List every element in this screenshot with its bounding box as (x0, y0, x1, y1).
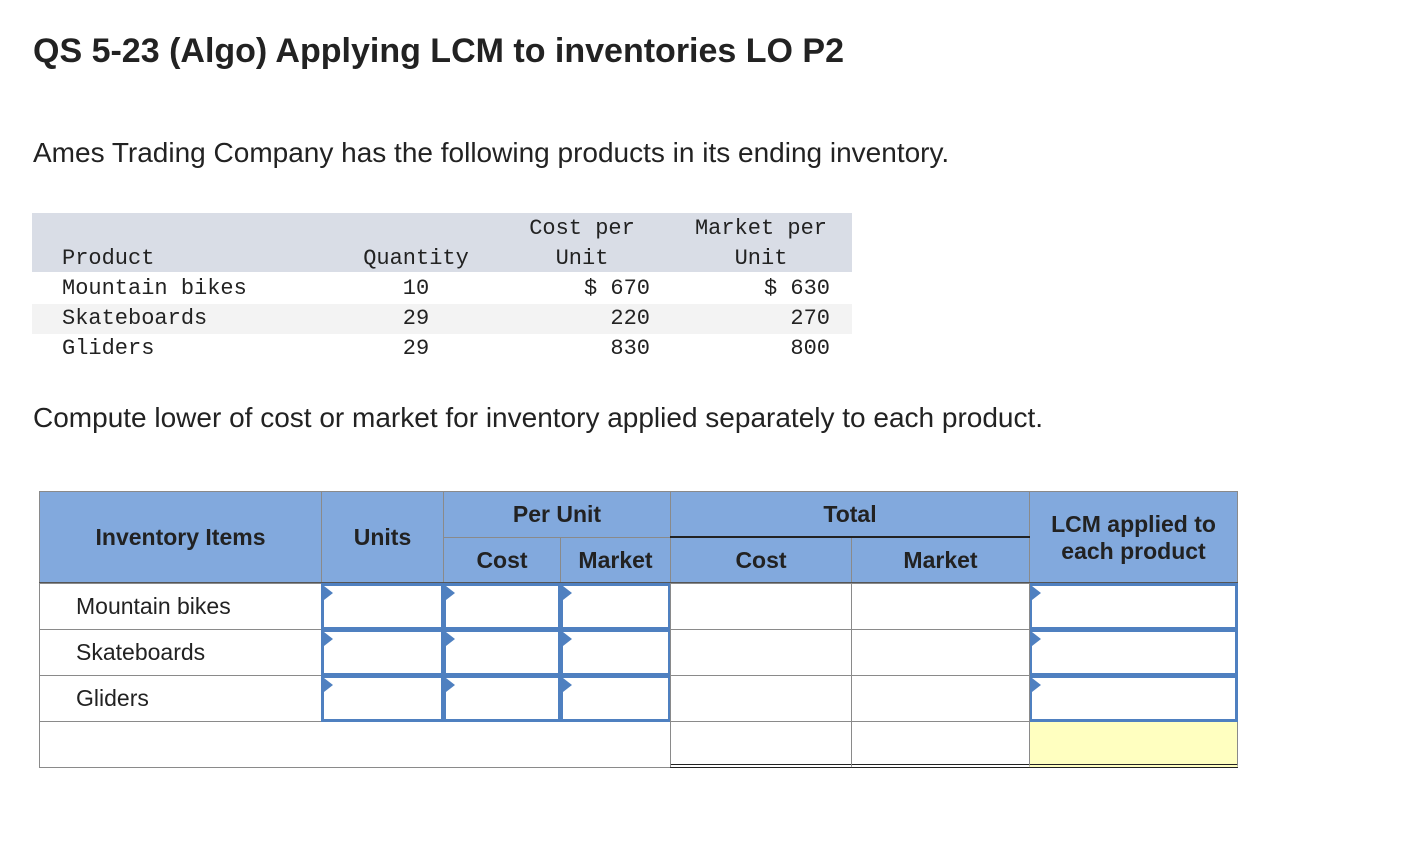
row-label: Gliders (39, 675, 322, 722)
quantity-cell: 29 (402, 306, 430, 331)
row-label: Skateboards (39, 629, 322, 676)
input-cell[interactable] (560, 675, 671, 722)
input-cell[interactable] (1029, 629, 1238, 676)
cost-cell: 830 (610, 336, 650, 361)
market-cell: 800 (790, 336, 830, 361)
market-cell: $ 630 (763, 276, 830, 301)
row-stripe (32, 304, 852, 334)
intro: Ames Trading Company has the following p… (33, 137, 950, 168)
header-cell: Cost per Unit (529, 216, 635, 271)
total-label-cell (39, 721, 671, 768)
header-cell: Cost (670, 537, 852, 584)
output-cell (670, 675, 852, 722)
total-cell (851, 721, 1030, 768)
product-cell: Gliders (62, 336, 155, 361)
total-cell (1029, 721, 1238, 768)
title: QS 5-23 (Algo) Applying LCM to inventori… (33, 32, 845, 70)
header-cell: Per Unit (443, 491, 671, 538)
header-cell: Product (62, 246, 155, 271)
output-cell (851, 675, 1030, 722)
input-cell[interactable] (321, 675, 444, 722)
header-cell: Inventory Items (39, 491, 322, 584)
input-cell[interactable] (443, 583, 561, 630)
header-cell: Cost (443, 537, 561, 584)
quantity-cell: 29 (402, 336, 430, 361)
header-rule (670, 536, 1030, 538)
header-cell: Total (670, 491, 1030, 538)
input-cell[interactable] (443, 675, 561, 722)
input-cell[interactable] (560, 583, 671, 630)
cost-cell: 220 (610, 306, 650, 331)
input-cell[interactable] (1029, 675, 1238, 722)
input-cell[interactable] (443, 629, 561, 676)
header-cell: Market (851, 537, 1030, 584)
output-cell (670, 629, 852, 676)
header-cell: Quantity (363, 246, 469, 271)
quantity-cell: 10 (402, 276, 430, 301)
output-cell (670, 583, 852, 630)
row-label: Mountain bikes (39, 583, 322, 630)
total-cell (670, 721, 852, 768)
output-cell (851, 629, 1030, 676)
input-cell[interactable] (1029, 583, 1238, 630)
input-cell[interactable] (560, 629, 671, 676)
header-cell: LCM applied to each product (1029, 491, 1238, 584)
market-cell: 270 (790, 306, 830, 331)
input-cell[interactable] (321, 629, 444, 676)
product-cell: Mountain bikes (62, 276, 247, 301)
header-cell: Market per Unit (694, 216, 828, 271)
header-cell: Market (560, 537, 671, 584)
header-cell: Units (321, 491, 444, 584)
question: Compute lower of cost or market for inve… (33, 402, 1044, 433)
header-band (32, 213, 852, 272)
input-cell[interactable] (321, 583, 444, 630)
product-cell: Skateboards (62, 306, 208, 331)
output-cell (851, 583, 1030, 630)
cost-cell: $ 670 (583, 276, 650, 301)
